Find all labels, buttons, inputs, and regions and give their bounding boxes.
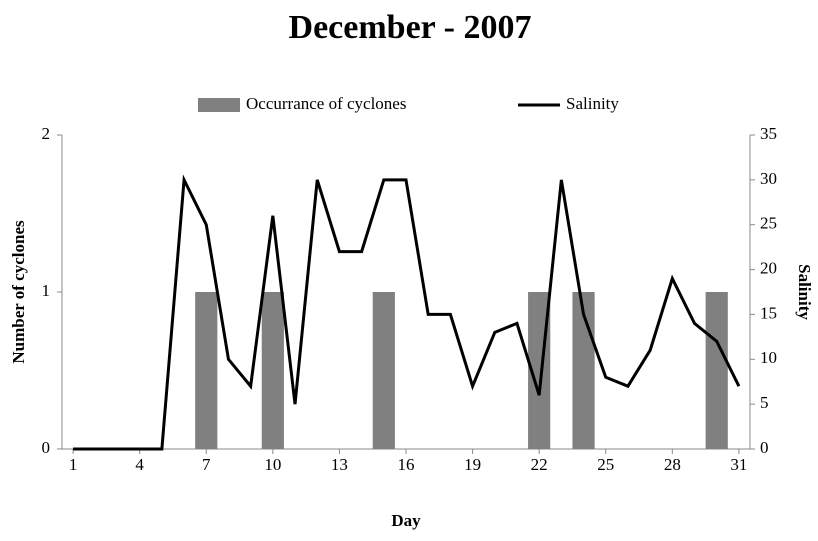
y-tick-label: 1 [42, 281, 51, 300]
x-tick-label: 28 [664, 455, 681, 474]
bar [705, 292, 728, 449]
x-axis-label: Day [391, 511, 421, 530]
x-tick-label: 22 [531, 455, 548, 474]
x-tick-label: 13 [331, 455, 348, 474]
y2-tick-label: 30 [760, 169, 777, 188]
y-axis-label: Number of cyclones [9, 220, 28, 364]
y2-tick-label: 10 [760, 348, 777, 367]
y2-tick-label: 0 [760, 438, 769, 457]
x-tick-label: 19 [464, 455, 481, 474]
legend-swatch [198, 98, 240, 112]
x-tick-label: 7 [202, 455, 211, 474]
x-tick-label: 4 [135, 455, 144, 474]
y2-tick-label: 5 [760, 393, 769, 412]
legend-label: Occurrance of cyclones [246, 94, 406, 113]
y-tick-label: 0 [42, 438, 51, 457]
x-tick-label: 25 [597, 455, 614, 474]
bar [261, 292, 284, 449]
y2-axis-label: Salinity [795, 264, 814, 320]
x-tick-label: 31 [730, 455, 747, 474]
y-tick-label: 2 [42, 124, 51, 143]
y2-tick-label: 35 [760, 124, 777, 143]
y2-tick-label: 20 [760, 258, 777, 277]
x-tick-label: 16 [398, 455, 415, 474]
y2-tick-label: 15 [760, 303, 777, 322]
legend-label: Salinity [566, 94, 619, 113]
bar [372, 292, 395, 449]
chart-title: December - 2007 [289, 9, 532, 46]
bar [195, 292, 218, 449]
x-tick-label: 1 [69, 455, 78, 474]
y2-tick-label: 25 [760, 214, 777, 233]
x-tick-label: 10 [264, 455, 281, 474]
line [73, 174, 741, 451]
